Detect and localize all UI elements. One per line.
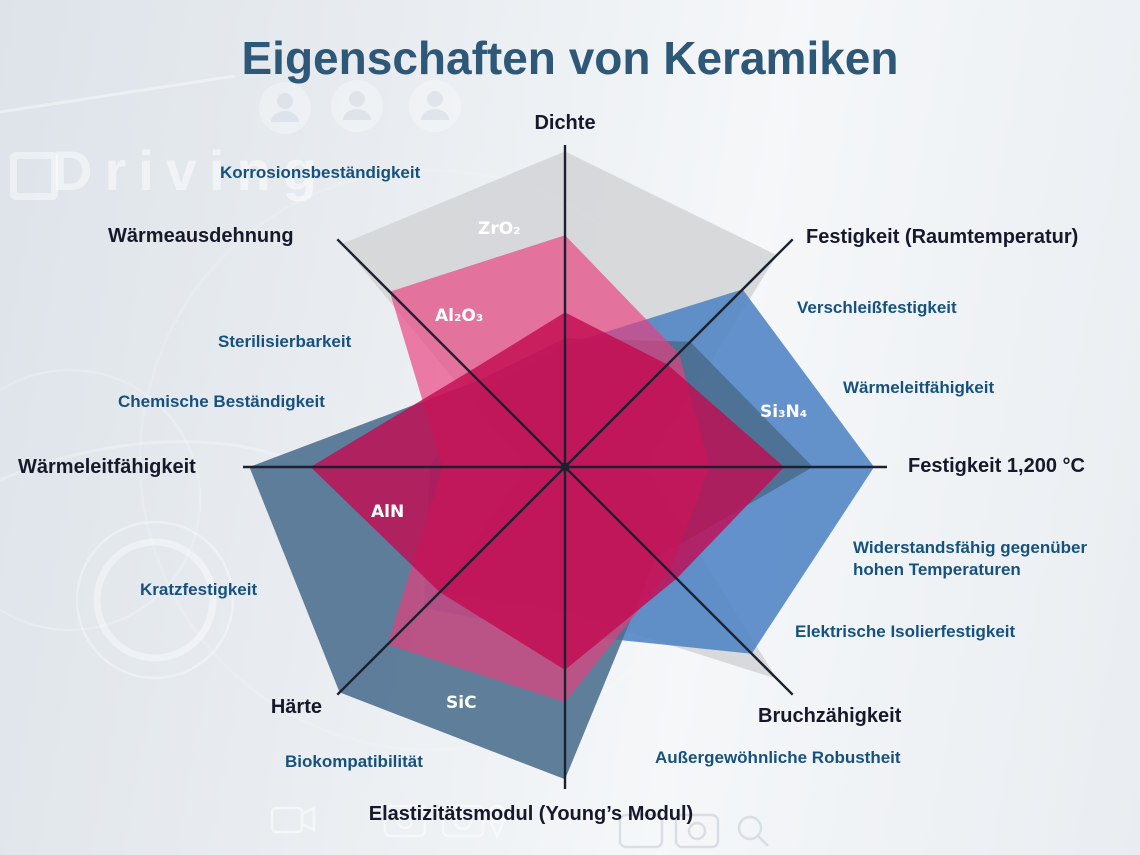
axis-label-elastizitaetsmodul: Elastizitätsmodul (Young’s Modul)	[368, 803, 694, 825]
series-label-aln: AlN	[371, 502, 405, 522]
annotation-chemische-bestaendigkeit: Chemische Beständigkeit	[118, 392, 325, 411]
watermark-driving-text: Driving	[52, 139, 329, 202]
watermark-logo-square	[10, 152, 58, 200]
annotation-aussergewoehnliche-robustheit: Außergewöhnliche Robustheit	[655, 748, 901, 767]
axis-line-festigkeit-raumtemperatur	[564, 238, 794, 468]
series-label-sic: SiC	[446, 693, 477, 713]
series-polygon-aln	[310, 312, 784, 670]
axis-label-festigkeit-1200: Festigkeit 1,200 °C	[908, 455, 1085, 477]
series-label-si3n4: Si₃N₄	[760, 402, 808, 422]
annotation-waermeleitfaehigkeit-rechts: Wärmeleitfähigkeit	[843, 378, 995, 397]
axis-label-waermeleitfaehigkeit: Wärmeleitfähigkeit	[18, 456, 196, 478]
annotation-widerstandsfaehig-hohe-temperaturen: Widerstandsfähig gegenüber hohen Tempera…	[853, 538, 1088, 580]
axis-line-waermeausdehnung	[336, 238, 566, 468]
axis-line-haerte	[336, 466, 566, 696]
chart-center-dot	[560, 462, 570, 472]
annotation-verschleissfestigkeit: Verschleißfestigkeit	[797, 298, 957, 317]
series-label-zro2: ZrO₂	[478, 219, 521, 239]
axis-label-haerte: Härte	[270, 696, 322, 718]
series-label-al2o3: Al₂O₃	[435, 306, 484, 326]
annotation-biokompatibilitaet: Biokompatibilität	[285, 752, 423, 771]
axis-label-festigkeit-raumtemperatur: Festigkeit (Raumtemperatur)	[806, 226, 1079, 248]
axis-label-bruchzaehigkeit: Bruchzähigkeit	[758, 705, 902, 727]
page-title: Eigenschaften von Keramiken	[241, 32, 899, 84]
annotation-elektrische-isolierfestigkeit: Elektrische Isolierfestigkeit	[795, 622, 1016, 641]
axis-label-dichte: Dichte	[534, 112, 596, 134]
axis-line-bruchzaehigkeit	[564, 466, 794, 696]
annotation-korrosionsbestaendigkeit: Korrosionsbeständigkeit	[220, 163, 421, 182]
axis-label-waermeausdehnung: Wärmeausdehnung	[108, 225, 294, 247]
annotation-sterilisierbarkeit: Sterilisierbarkeit	[218, 332, 352, 351]
annotation-kratzfestigkeit: Kratzfestigkeit	[140, 580, 258, 599]
